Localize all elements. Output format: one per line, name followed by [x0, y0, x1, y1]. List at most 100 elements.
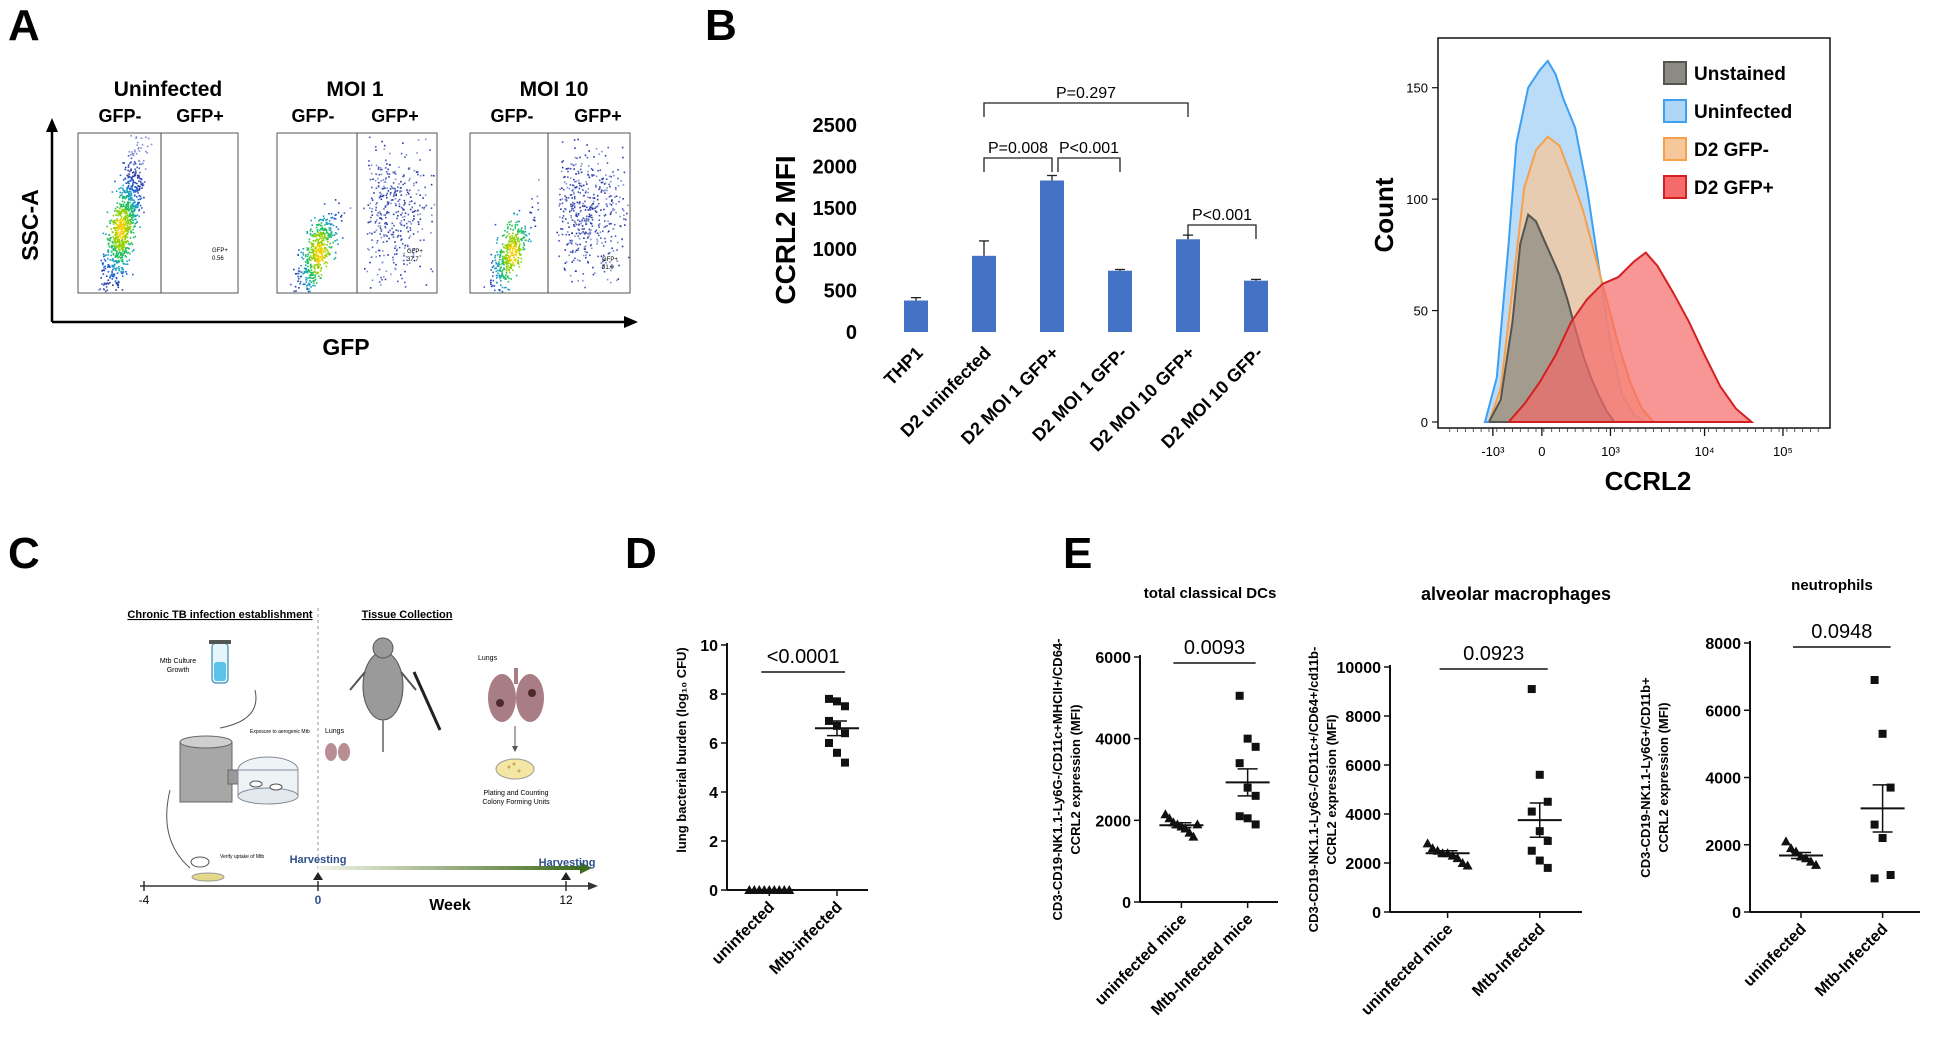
density-dot: [123, 205, 125, 207]
density-dot: [500, 266, 502, 269]
density-dot: [119, 226, 121, 229]
density-dot: [398, 198, 401, 201]
density-dot: [121, 248, 123, 250]
density-dot: [140, 147, 142, 149]
density-dot: [127, 186, 129, 188]
density-dot: [110, 250, 113, 253]
density-dot: [117, 241, 119, 244]
density-dot: [122, 208, 125, 211]
density-dot: [404, 156, 406, 158]
density-dot: [128, 214, 131, 216]
density-dot: [312, 243, 314, 245]
density-dot: [505, 245, 508, 248]
density-dot: [568, 233, 570, 236]
category-label: uninfected: [709, 899, 778, 968]
density-dot: [343, 212, 346, 214]
density-dot: [513, 238, 516, 241]
density-dot: [577, 235, 580, 237]
density-dot: [413, 202, 416, 205]
density-dot: [609, 261, 611, 263]
density-dot: [573, 206, 576, 209]
density-dot: [122, 223, 124, 225]
density-dot: [289, 283, 292, 286]
density-dot: [398, 205, 401, 208]
density-dot: [515, 253, 517, 256]
density-dot: [125, 251, 127, 253]
density-dot: [399, 190, 401, 192]
density-dot: [582, 230, 584, 233]
density-dot: [509, 248, 511, 250]
density-dot: [522, 230, 525, 233]
density-dot: [396, 190, 399, 192]
density-dot: [114, 260, 116, 263]
density-dot: [413, 182, 415, 185]
density-dot: [139, 177, 141, 180]
density-dot: [114, 242, 117, 244]
density-dot: [123, 263, 125, 265]
density-dot: [421, 228, 424, 230]
density-dot: [318, 258, 320, 261]
density-dot: [399, 187, 402, 189]
density-dot: [595, 229, 598, 232]
legend-swatch: [1663, 175, 1687, 199]
panel-letter-c: C: [8, 529, 40, 578]
density-dot: [384, 214, 386, 216]
density-dot: [611, 247, 613, 250]
density-dot: [317, 234, 320, 237]
density-dot: [537, 208, 540, 211]
density-dot: [433, 203, 436, 206]
density-dot: [379, 191, 381, 194]
density-dot: [399, 235, 402, 237]
density-dot: [605, 198, 608, 200]
density-dot: [391, 199, 394, 201]
density-dot: [579, 260, 581, 262]
density-dot: [132, 153, 135, 155]
density-dot: [367, 204, 370, 206]
density-dot: [107, 271, 110, 273]
density-dot: [565, 208, 567, 211]
density-dot: [116, 245, 118, 247]
density-dot: [512, 241, 515, 243]
density-dot: [378, 281, 381, 283]
density-dot: [493, 267, 496, 270]
density-dot: [125, 271, 127, 273]
density-dot: [380, 180, 382, 182]
density-dot: [508, 240, 510, 242]
density-dot: [372, 178, 374, 180]
density-dot: [367, 247, 369, 250]
density-dot: [411, 206, 414, 209]
density-dot: [111, 191, 114, 193]
density-dot: [401, 212, 403, 214]
density-dot: [107, 254, 109, 256]
density-dot: [604, 182, 607, 184]
density-dot: [310, 273, 313, 276]
density-dot: [320, 258, 323, 260]
density-dot: [309, 255, 312, 257]
density-dot: [508, 256, 510, 259]
density-dot: [514, 260, 517, 262]
density-dot: [507, 275, 509, 277]
data-point-square: [840, 702, 849, 711]
density-dot: [377, 225, 380, 227]
p-value-label: 0.0948: [1811, 621, 1872, 643]
density-dot: [116, 202, 119, 204]
density-dot: [584, 250, 586, 253]
data-point-square: [1878, 834, 1887, 843]
density-dot: [515, 234, 517, 237]
density-dot: [594, 207, 597, 209]
density-dot: [510, 266, 512, 268]
density-dot: [509, 259, 511, 262]
density-dot: [307, 258, 309, 260]
density-dot: [308, 238, 311, 241]
density-dot: [117, 212, 120, 215]
density-dot: [506, 252, 509, 254]
density-dot: [317, 224, 319, 227]
density-dot: [312, 257, 315, 259]
data-point-square: [832, 697, 841, 706]
density-dot: [393, 194, 395, 197]
density-dot: [139, 171, 141, 174]
density-dot: [116, 234, 119, 237]
density-dot: [592, 197, 594, 199]
density-dot: [123, 191, 125, 193]
